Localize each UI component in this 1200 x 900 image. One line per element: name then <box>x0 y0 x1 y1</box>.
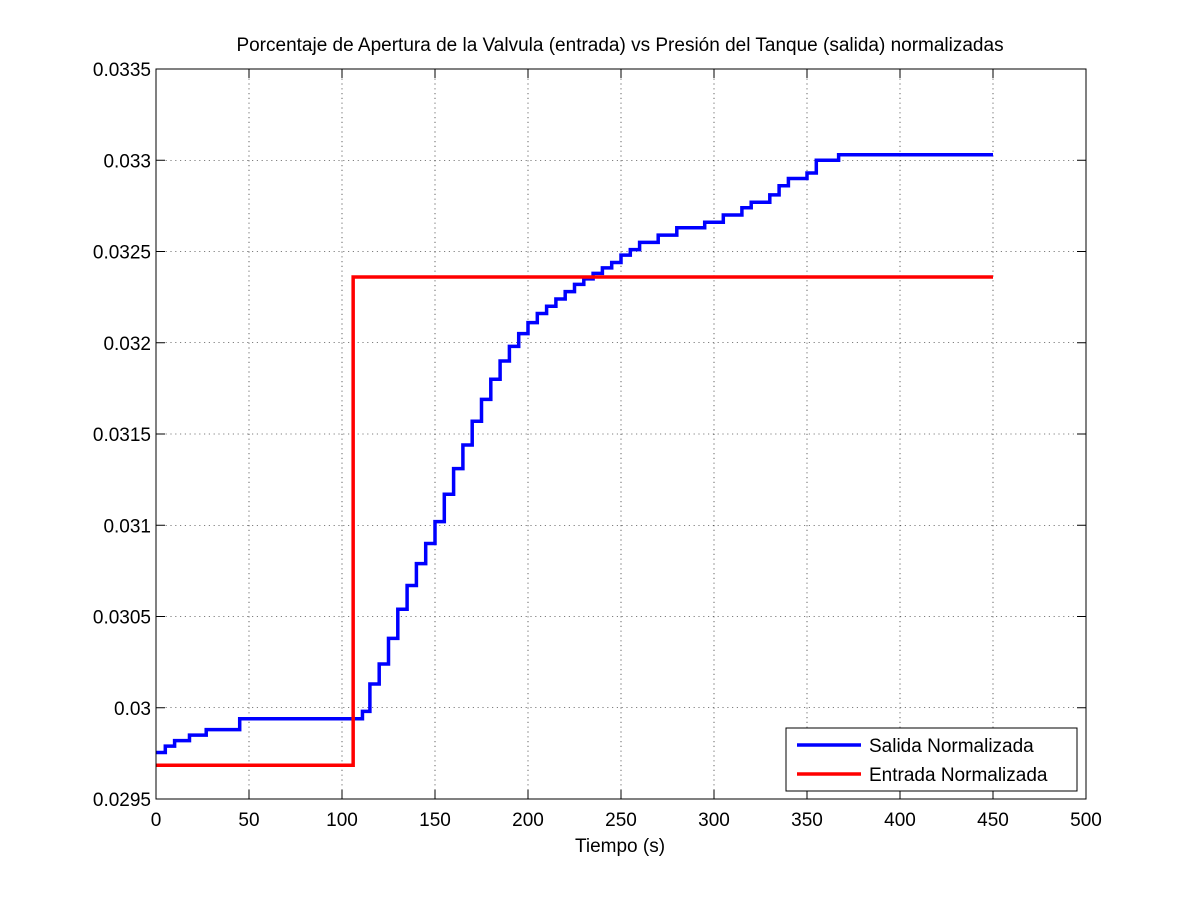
series-line-salida-normalizada <box>156 153 993 755</box>
legend-box <box>785 727 1078 792</box>
grid-lines <box>156 69 1086 799</box>
x-tick-label: 100 <box>326 810 358 831</box>
y-tick-label: 0.03 <box>114 699 151 720</box>
x-tick-label: 350 <box>791 810 823 831</box>
y-tick-label: 0.0315 <box>93 425 151 446</box>
y-axis-tick-labels: 0.0295 0.03 0.0305 0.031 0.0315 0.032 0.0325 0.… <box>93 60 151 811</box>
x-tick-label: 300 <box>698 810 730 831</box>
x-tick-label: 150 <box>419 810 451 831</box>
y-tick-label: 0.0335 <box>93 60 151 81</box>
x-tick-label: 400 <box>884 810 916 831</box>
y-tick-label: 0.0295 <box>93 790 151 811</box>
x-axis-tick-labels: 0 50 100 150 200 250 300 350 400 450 500 <box>151 810 1102 831</box>
x-axis-label: Tiempo (s) <box>575 836 665 857</box>
x-tick-label: 450 <box>977 810 1009 831</box>
chart-title: Porcentaje de Apertura de la Valvula (en… <box>236 35 1003 56</box>
x-tick-label: 200 <box>512 810 544 831</box>
x-tick-label: 500 <box>1070 810 1102 831</box>
y-tick-label: 0.033 <box>103 151 151 172</box>
x-tick-label: 0 <box>151 810 162 831</box>
x-tick-label: 250 <box>605 810 637 831</box>
y-tick-label: 0.0325 <box>93 243 151 264</box>
legend: Salida Normalizada Entrada Normalizada <box>785 727 1078 792</box>
y-tick-label: 0.0305 <box>93 608 151 629</box>
legend-label-salida: Salida Normalizada <box>869 736 1034 757</box>
y-tick-label: 0.031 <box>103 516 151 537</box>
axis-ticks <box>155 68 1087 800</box>
x-tick-label: 50 <box>238 810 259 831</box>
y-tick-label: 0.032 <box>103 334 151 355</box>
series-layer <box>156 153 993 767</box>
series-line-entrada-normalizada <box>156 275 993 767</box>
legend-label-entrada: Entrada Normalizada <box>869 765 1048 786</box>
